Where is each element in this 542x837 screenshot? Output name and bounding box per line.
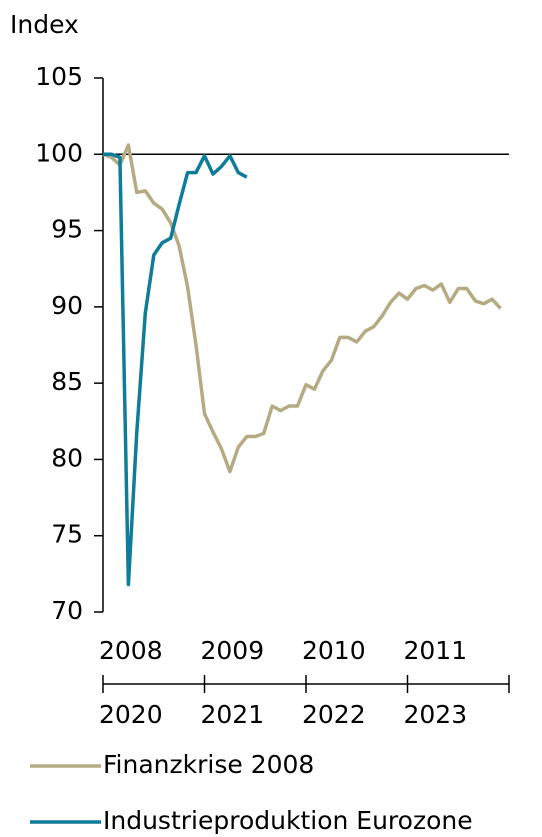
y-tick-label: 85 [51, 367, 83, 396]
legend-label: Industrieproduktion Eurozone [103, 806, 473, 835]
x-tick-label: 2022 [302, 700, 366, 729]
x-tick-label: 2021 [201, 700, 265, 729]
x-tick-label: 2008 [99, 636, 163, 665]
series-line [102, 143, 502, 474]
y-tick-label: 100 [35, 138, 83, 167]
x-tick-label: 2009 [201, 636, 265, 665]
x-tick-label: 2011 [404, 636, 468, 665]
legend-label: Finanzkrise 2008 [103, 750, 314, 779]
y-tick-label: 80 [51, 443, 83, 472]
x-tick-label: 2020 [99, 700, 163, 729]
y-tick-label: 90 [51, 291, 83, 320]
y-tick-label: 75 [51, 520, 83, 549]
y-tick-label: 70 [51, 596, 83, 625]
series-line [103, 152, 248, 587]
x-tick-label: 2023 [404, 700, 468, 729]
x-tick-label: 2010 [302, 636, 366, 665]
y-tick-label: 95 [51, 215, 83, 244]
y-axis-label: Index [10, 10, 79, 39]
y-tick-label: 105 [35, 62, 83, 91]
